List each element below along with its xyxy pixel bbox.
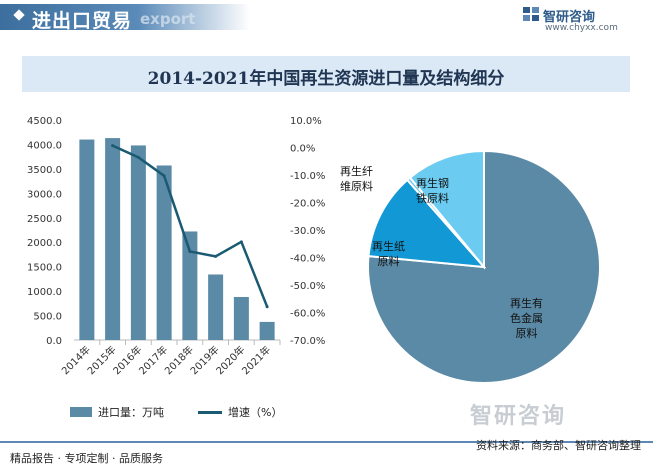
pie-label-metal: 再生有 色金属 原料 (510, 297, 543, 340)
pie-slice-paper (367, 178, 487, 269)
chart-title-band: 2014-2021年中国再生资源进口量及结构细分 (22, 56, 630, 92)
legend-line-label: 增速（%） (228, 406, 283, 419)
pie-slice-metal (367, 149, 601, 384)
x-tick-label: 2021年 (239, 343, 273, 377)
growth-point (111, 144, 115, 148)
header: 进出口贸易 export (0, 0, 653, 36)
growth-point (188, 249, 192, 253)
footer-watermark: 智研咨询 (470, 404, 567, 429)
y-right-tick-label: -10.0% (290, 171, 325, 182)
footer-divider (0, 441, 653, 443)
brand-url: www.chyxx.com (545, 23, 618, 33)
header-bar (0, 4, 250, 30)
growth-point (162, 174, 166, 178)
y-left-tick-label: 500.0 (33, 312, 62, 323)
bar (156, 165, 172, 340)
y-left-tick-label: 2500.0 (27, 214, 62, 225)
growth-point (136, 155, 140, 159)
y-right-tick-label: 0.0% (290, 144, 315, 155)
chart-title: 2014-2021年中国再生资源进口量及结构细分 (147, 69, 505, 89)
bar (233, 296, 249, 340)
brand-name: 智研咨询 (543, 10, 596, 25)
legend-line-swatch (198, 411, 222, 414)
y-right-tick-label: -50.0% (290, 281, 325, 292)
growth-point (265, 305, 269, 309)
y-right-tick-label: -60.0% (290, 309, 325, 320)
y-right-tick-label: 10.0% (290, 116, 322, 127)
diamond-icon (13, 9, 25, 21)
footer-source: 资料来源：商务部、智研咨询整理 (476, 439, 641, 452)
footer-tagline: 精品报告 · 专项定制 · 品质服务 (10, 452, 163, 465)
y-right-tick-label: -30.0% (290, 226, 325, 237)
bar (105, 138, 121, 340)
y-left-tick-label: 1000.0 (27, 287, 62, 298)
y-left-tick-label: 3500.0 (27, 165, 62, 176)
bar (182, 231, 198, 340)
legend-bar-swatch (70, 407, 92, 417)
brand-logo-icon (523, 7, 539, 21)
growth-point (214, 254, 218, 258)
pie-label-fiber: 再生纤 维原料 (340, 165, 373, 193)
section-title-en: export (140, 10, 196, 28)
pie-label-paper: 再生纸 原料 (372, 240, 405, 268)
y-left-tick-label: 0.0 (46, 336, 62, 347)
bar (79, 139, 95, 340)
y-left-tick-label: 1500.0 (27, 263, 62, 274)
pie-slice-steel (408, 149, 485, 270)
y-left-tick-label: 2000.0 (27, 238, 62, 249)
brand: 智研咨询 www.chyxx.com (523, 4, 643, 34)
bar (259, 321, 275, 340)
y-right-tick-label: -20.0% (290, 199, 325, 210)
y-right-tick-label: -40.0% (290, 254, 325, 265)
growth-point (239, 240, 243, 244)
section-title: 进出口贸易 (32, 10, 133, 32)
bar (130, 145, 146, 340)
y-left-tick-label: 4500.0 (27, 116, 62, 127)
bar (208, 274, 224, 340)
y-left-tick-label: 4000.0 (27, 140, 62, 151)
legend-bar-label: 进口量：万吨 (98, 406, 164, 419)
y-right-tick-label: -70.0% (290, 336, 325, 347)
y-left-tick-label: 3000.0 (27, 189, 62, 200)
pie-label-steel: 再生钢 铁原料 (416, 177, 449, 205)
legend: 进口量：万吨 增速（%） (70, 404, 310, 422)
